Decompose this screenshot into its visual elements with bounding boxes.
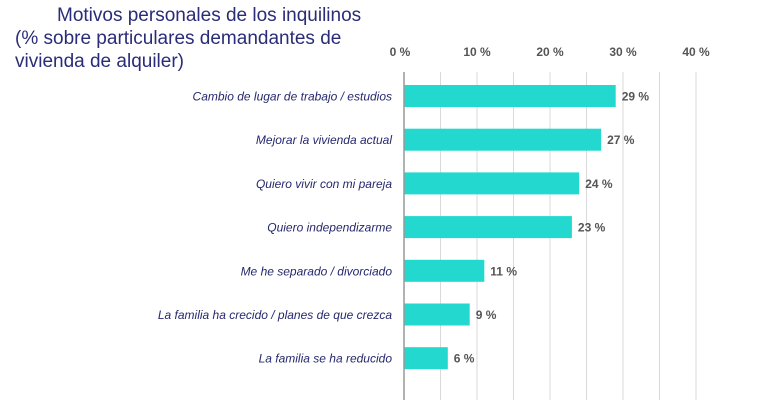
category-label: Quiero vivir con mi pareja: [256, 177, 392, 191]
x-tick-label: 20 %: [536, 45, 564, 59]
bar: [404, 347, 448, 370]
bar: [404, 128, 602, 151]
x-tick-label: 40 %: [682, 45, 710, 59]
data-label: 24 %: [585, 177, 613, 191]
x-tick-label: 10 %: [463, 45, 491, 59]
data-label: 27 %: [607, 133, 635, 147]
data-label: 29 %: [622, 90, 650, 104]
category-label: La familia ha crecido / planes de que cr…: [158, 308, 392, 322]
data-label: 6 %: [454, 352, 475, 366]
data-label: 23 %: [578, 221, 606, 235]
category-label: La familia se ha reducido: [259, 352, 393, 366]
bar: [404, 259, 485, 282]
chart-title-line-3: vivienda de alquiler): [15, 51, 184, 72]
data-label: 11 %: [490, 264, 517, 278]
bar: [404, 172, 580, 195]
bar: [404, 216, 572, 239]
chart-title-line-1: Motivos personales de los inquilinos: [57, 5, 362, 26]
data-label: 9 %: [476, 308, 497, 322]
chart-title-line-2: (% sobre particulares demandantes de: [15, 28, 342, 49]
bar: [404, 303, 470, 326]
x-tick-label: 0 %: [390, 45, 411, 59]
bar: [404, 85, 616, 107]
category-label: Me he separado / divorciado: [241, 264, 393, 278]
category-label: Cambio de lugar de trabajo / estudios: [193, 90, 392, 104]
category-label: Mejorar la vivienda actual: [256, 133, 392, 147]
category-label: Quiero independizarme: [267, 221, 392, 235]
x-tick-label: 30 %: [609, 45, 637, 59]
